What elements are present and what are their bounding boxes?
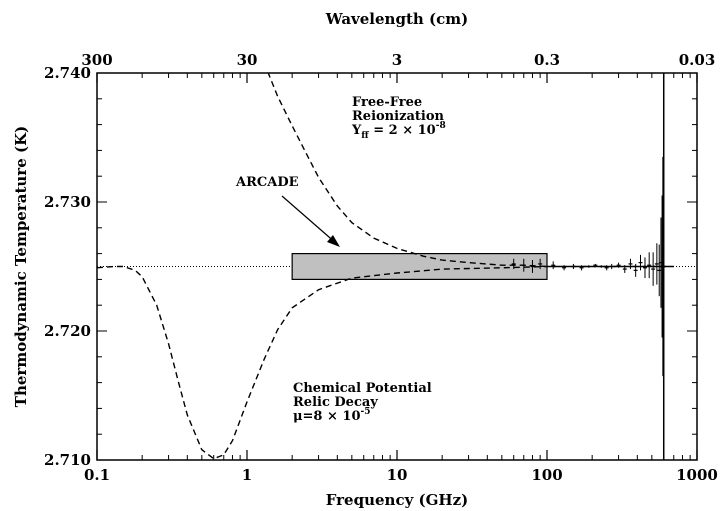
free-free-label: Free-Free: [352, 95, 422, 110]
x-tick-label: 100: [531, 466, 562, 484]
x-tick-label: 1: [242, 466, 252, 484]
mu-text: =8 × 10: [303, 409, 361, 424]
dashed-curve-1: [267, 73, 674, 268]
axes-layer: 0.1 1 10 100 1000 300 30 3 0.3 0.03 2.710 2.720 2.73…: [44, 51, 718, 484]
x-tick-label: 1000: [676, 466, 718, 484]
chemical-potential-label: Chemical Potential: [293, 381, 432, 396]
top-tick-label: 30: [237, 51, 258, 69]
y-tick-label: 2.710: [44, 451, 91, 469]
mu-base: μ: [293, 409, 303, 424]
top-tick-label: 0.03: [679, 51, 716, 69]
top-axis-title: Wavelength (cm): [325, 10, 468, 28]
arcade-box: [291, 253, 548, 281]
top-tick-label: 0.3: [534, 51, 560, 69]
reionization-label: Reionization: [352, 109, 444, 124]
yff-base: Y: [351, 123, 362, 138]
top-tick-label: 300: [81, 51, 112, 69]
yff-exponent: -8: [436, 121, 446, 131]
arcade-arrowhead: [327, 235, 340, 247]
x-axis-title: Frequency (GHz): [326, 491, 468, 509]
top-tick-label: 3: [392, 51, 402, 69]
y-tick-label: 2.730: [44, 193, 91, 211]
arcade-label: ARCADE: [235, 175, 299, 190]
mu-exponent: -5: [361, 407, 371, 417]
x-tick-label: 10: [387, 466, 408, 484]
x-tick-label: 0.1: [84, 466, 110, 484]
yff-subscript: ff: [361, 131, 369, 141]
y-tick-label: 2.720: [44, 322, 91, 340]
plot-layer: [97, 73, 697, 460]
relic-decay-label: Relic Decay: [293, 395, 378, 410]
y-axis-title: Thermodynamic Temperature (K): [12, 126, 30, 407]
dashed-curve-2: [97, 265, 674, 460]
mu-label: μ=8 × 10-5: [293, 407, 371, 424]
y-tick-label: 2.740: [44, 64, 91, 82]
arcade-arrow: [281, 195, 338, 245]
yff-label: Yff = 2 × 10-8: [351, 121, 446, 141]
yff-text: = 2 × 10: [369, 123, 436, 138]
